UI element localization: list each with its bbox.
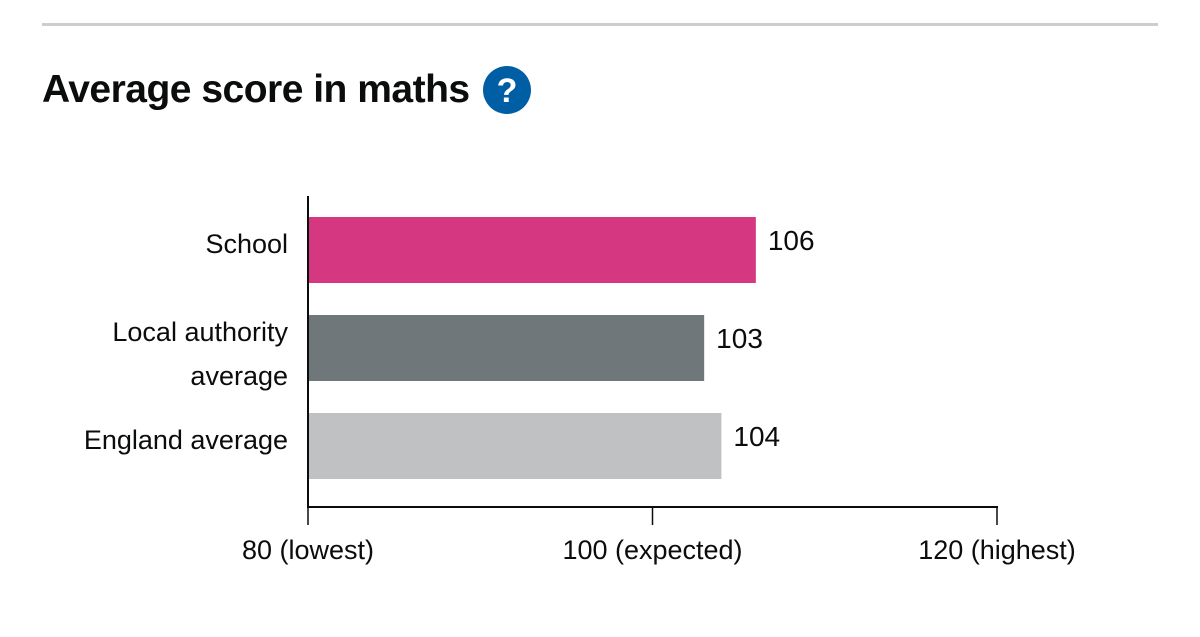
category-label: School <box>205 229 288 259</box>
bar-value-label: 106 <box>768 225 815 256</box>
x-tick-label: 100 (expected) <box>562 535 742 565</box>
bar-0 <box>308 217 756 283</box>
bar-value-label: 104 <box>733 421 780 452</box>
page-title: Average score in maths <box>42 68 470 111</box>
category-label: average <box>190 361 288 391</box>
category-label: Local authority <box>112 317 288 347</box>
svg-text:?: ? <box>496 72 517 110</box>
bar-2 <box>308 413 722 479</box>
bar-1 <box>308 315 705 381</box>
x-tick-label: 120 (highest) <box>918 535 1076 565</box>
x-tick-label: 80 (lowest) <box>242 535 374 565</box>
bar-value-label: 103 <box>716 323 763 354</box>
category-label: England average <box>84 425 288 455</box>
question-circle-icon[interactable]: ? <box>482 65 532 115</box>
chart-heading: Average score in maths ? <box>42 62 532 118</box>
section-divider <box>42 23 1158 26</box>
